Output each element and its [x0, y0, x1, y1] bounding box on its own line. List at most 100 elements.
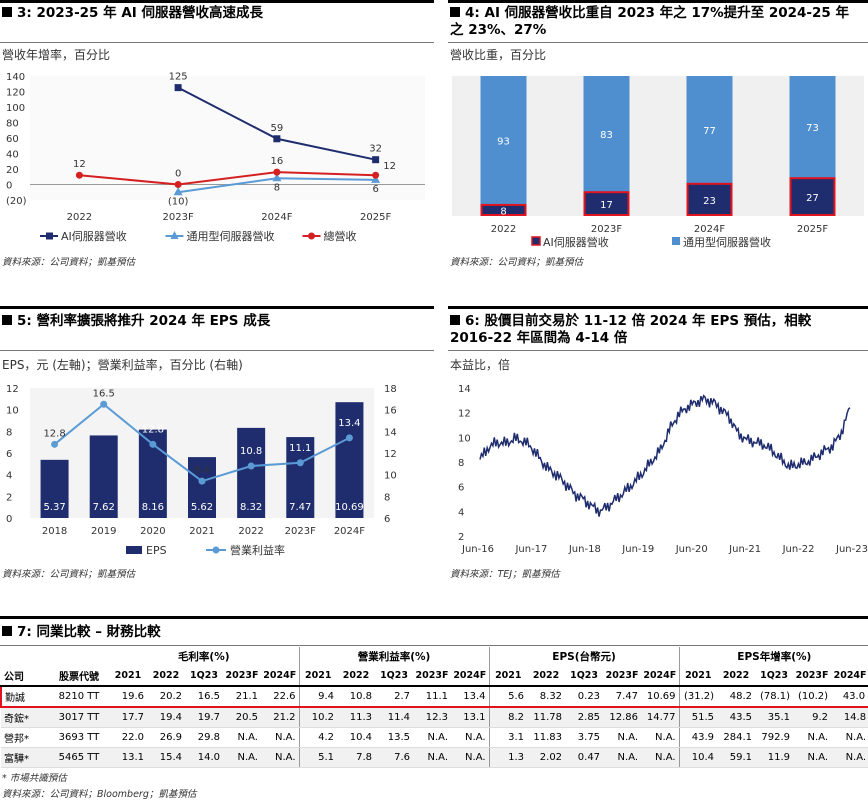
group-header: EPS年增率(%): [737, 651, 812, 663]
data-label: (10): [168, 196, 189, 207]
legend-swatch: [531, 236, 541, 246]
fig4-title-line1: 4: AI 伺服器營收比重自 2023 年之 17%提升至 2024-25 年: [465, 5, 850, 21]
ticker-cell: 5465 TT: [49, 747, 109, 768]
company-cell: 奇鋐*: [1, 707, 49, 728]
y-left-tick-label: 12: [6, 384, 19, 395]
x-tick-label: Jun-21: [728, 544, 761, 555]
value-cell: 11.4: [375, 707, 414, 728]
value-cell: 22.6: [261, 685, 300, 708]
value-cell: (78.1): [755, 685, 794, 708]
y-tick-label: 8: [458, 458, 464, 469]
legend-label: AI伺服器營收: [61, 229, 127, 243]
margin-label: 11.1: [289, 443, 311, 454]
y-tick-label: 60: [6, 134, 19, 145]
value-cell: 15.4: [147, 747, 185, 768]
data-label: 0: [175, 169, 181, 180]
value-cell: 10.4: [337, 727, 376, 748]
fig7-table-wrap: 毛利率(%) 營業利益率(%) EPS(台幣元) EPS年增率(%) 公司 股票代號 202…: [0, 647, 868, 768]
eps-bar-label: 5.37: [43, 502, 65, 513]
ticker-cell: 3017 TT: [49, 707, 109, 728]
y-tick-label: 140: [6, 72, 25, 83]
x-tick-label: 2025F: [797, 224, 828, 235]
fig6-title-line2: 2016-22 年區間為 4-14 倍: [450, 330, 628, 346]
legend-marker: [46, 232, 53, 240]
data-label: 23: [703, 196, 716, 207]
bar-segment: [583, 191, 630, 216]
value-cell: 35.1: [755, 707, 794, 728]
value-cell: 19.4: [147, 707, 185, 728]
value-cell: 14.0: [185, 747, 223, 768]
fig6-sub-rule: [448, 350, 868, 351]
margin-label: 12.8: [142, 424, 164, 435]
data-label: 16: [271, 156, 284, 167]
period-header: 1Q23: [565, 666, 604, 687]
value-cell: 29.8: [185, 727, 223, 748]
data-point: [273, 168, 281, 176]
bar-segment: [686, 76, 733, 184]
period-header: 2021: [679, 666, 718, 687]
data-label: 59: [271, 123, 284, 134]
y-tick-label: 10: [458, 433, 471, 444]
value-cell: N.A.: [451, 727, 490, 748]
margin-label: 10.8: [240, 446, 262, 457]
value-cell: 13.4: [451, 685, 490, 708]
eps-bar: [237, 427, 266, 518]
fig4-source: 資料來源：公司資料；凱基預估: [450, 257, 584, 268]
fig6-subtitle: 本益比，倍: [450, 358, 511, 372]
value-cell: 16.5: [185, 685, 223, 708]
margin-point: [345, 434, 353, 442]
eps-bar-label: 5.62: [191, 502, 213, 513]
table-row: 勤誠 8210 TT 19.6 20.2 16.5 21.1 22.6 9.4 10.8 2.7 1…: [0, 685, 868, 708]
value-cell: 10.69: [641, 685, 680, 708]
x-tick-label: 2021: [189, 526, 214, 537]
y-tick-label: 4: [458, 507, 464, 518]
value-cell: 59.1: [717, 747, 756, 768]
fig5-sub-rule: [0, 350, 434, 351]
group-header: EPS(台幣元): [489, 647, 680, 666]
x-tick-label: 2020: [140, 526, 165, 537]
period-header: 1Q23: [375, 666, 414, 687]
legend-label: 通用型伺服器營收: [683, 235, 771, 249]
data-label: 125: [169, 72, 188, 83]
value-cell: 7.8: [337, 747, 376, 768]
value-cell: N.A.: [793, 727, 832, 748]
period-header: 1Q23: [755, 666, 794, 687]
ticker-cell: 3693 TT: [49, 727, 109, 748]
square-bullet-icon: [450, 7, 460, 17]
bar-segment: [480, 203, 527, 216]
margin-point: [51, 440, 59, 448]
value-cell: 12.86: [603, 707, 642, 728]
group-header-row: 毛利率(%) 營業利益率(%) EPS(台幣元) EPS年增率(%): [1, 647, 868, 666]
value-cell: N.A.: [641, 747, 680, 768]
value-cell: 4.2: [299, 727, 338, 748]
value-cell: 284.1: [717, 727, 756, 748]
value-cell: N.A.: [451, 747, 490, 768]
x-tick-label: 2024F: [261, 212, 292, 223]
legend-label: 通用型伺服器營收: [187, 229, 275, 243]
square-bullet-icon: [2, 626, 12, 636]
data-label: 8: [500, 206, 506, 217]
value-cell: 11.1: [413, 685, 452, 708]
period-header: 1Q23: [185, 666, 223, 687]
data-point: [273, 135, 281, 143]
value-cell: 0.23: [565, 685, 604, 708]
eps-bar: [89, 435, 118, 518]
x-tick-label: 2022: [491, 224, 516, 235]
plot-area: [478, 388, 852, 536]
value-cell: 13.5: [375, 727, 414, 748]
company-cell: 富驊*: [1, 747, 49, 768]
value-cell: 3.1: [489, 727, 528, 748]
eps-bar-label: 8.16: [142, 502, 164, 513]
margin-label: 12.8: [43, 428, 65, 439]
value-cell: 51.5: [679, 707, 718, 728]
legend-label: 總營收: [324, 229, 357, 243]
period-header: 2021: [299, 666, 338, 687]
y-left-tick-label: 0: [6, 514, 12, 525]
value-cell: 21.1: [223, 685, 261, 708]
bar-segment: [480, 76, 527, 205]
legend-swatch: [126, 546, 142, 554]
period-header: 2023F: [223, 666, 261, 687]
y-tick-label: 12: [458, 409, 471, 420]
legend-label: EPS: [146, 544, 167, 557]
